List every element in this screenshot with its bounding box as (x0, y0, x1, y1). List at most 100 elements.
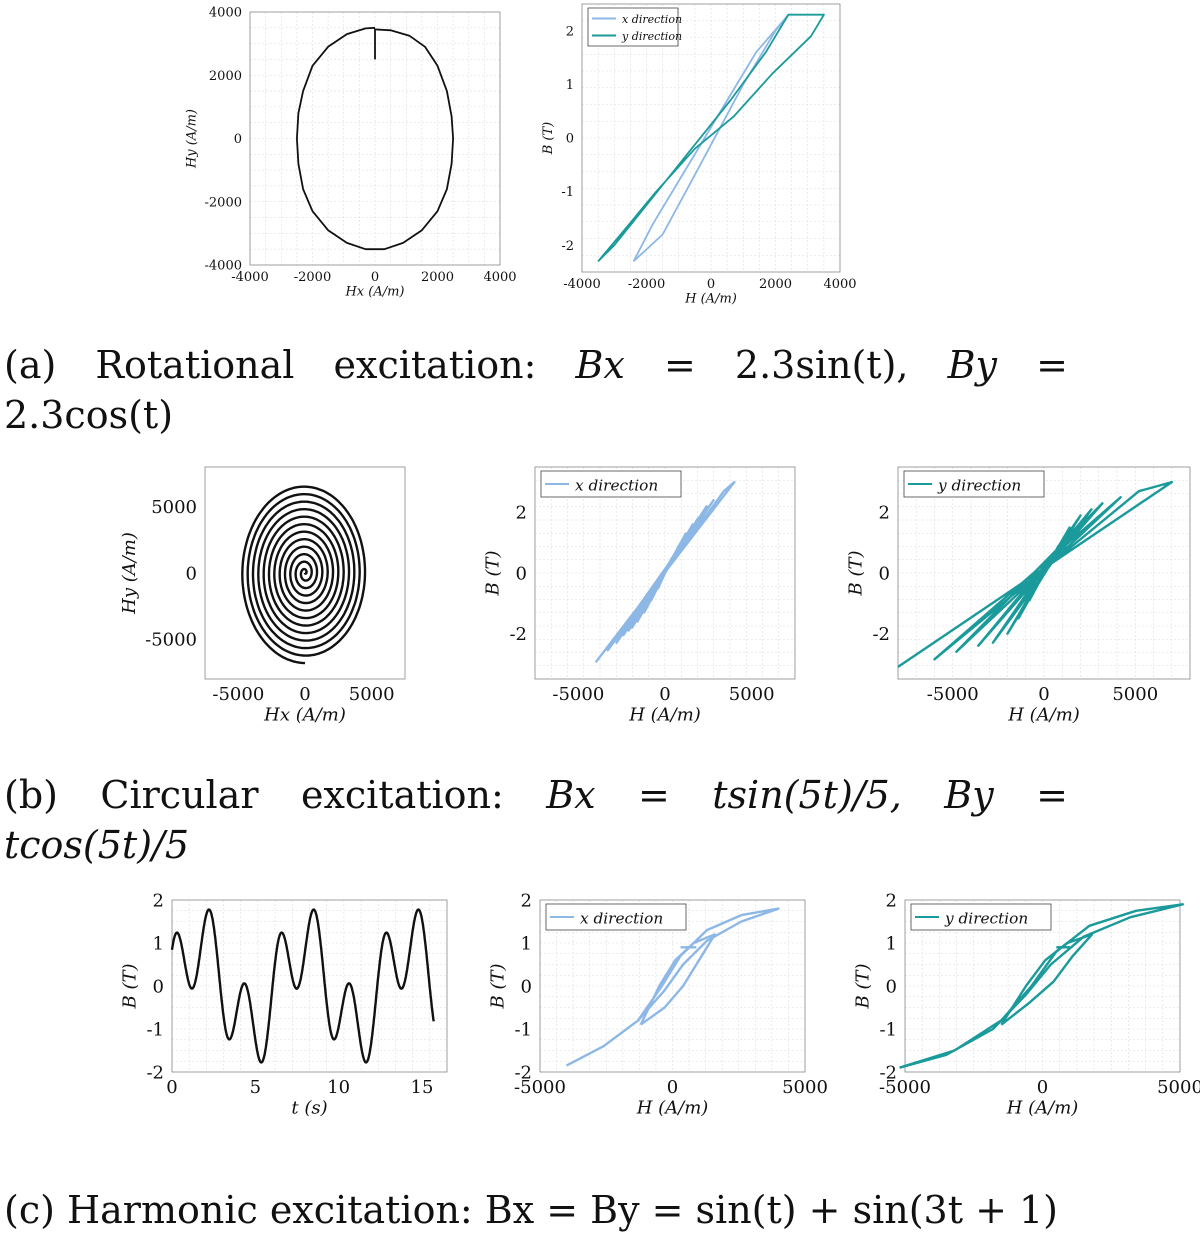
axes-frame (249, 11, 501, 266)
x-tick-label: -5000 (552, 684, 604, 705)
grid (898, 467, 1190, 679)
chart-b1: -5000 0 5000 -5000 0 5000 Hx (A/m) Hy (A/m) (100, 455, 420, 745)
y-tick-label: -4000 (205, 259, 242, 274)
x-tick-label: 2000 (421, 270, 454, 285)
y-tick-label: -2000 (205, 195, 242, 210)
chart-a1-svg: -4000 -2000 0 2000 4000 -4000 -2000 0 2000 4000 Hx… (185, 6, 517, 300)
grid (582, 4, 840, 272)
caption-a-part: Bx (575, 343, 625, 387)
y-tick-label: 2 (879, 503, 890, 524)
y-tick-label: -1 (146, 1019, 164, 1040)
chart-b3: -5000 0 5000 -2 0 2 H (A/m) B (T) y direction (840, 455, 1200, 745)
y-tick-label: 0 (566, 132, 574, 147)
caption-a-line2: 2.3cos(t) (4, 393, 174, 437)
x-tick-label: 0 (371, 270, 379, 285)
y-tick-label: 2000 (209, 69, 242, 84)
y-tick-label: 1 (153, 933, 164, 954)
caption-b-part: By (944, 773, 994, 817)
x-tick-label: 0 (1038, 684, 1049, 705)
chart-a1: -4000 -2000 0 2000 4000 -4000 -2000 0 2000 4000 Hx… (0, 0, 560, 330)
x-tick-label: 5000 (729, 684, 775, 705)
caption-b-part: tsin(5t)/5, (712, 773, 902, 817)
chart-a2: -4000 -2000 0 2000 4000 -2 -1 0 1 2 H (A/m) B (T) x … (530, 0, 870, 330)
legend-label: y direction (944, 909, 1028, 927)
y-tick-label: -2 (146, 1062, 164, 1083)
x-tick-label: 5000 (1157, 1077, 1200, 1098)
x-tick-label: -5000 (514, 1077, 566, 1098)
legend-label: x direction (575, 476, 658, 494)
y-tick-label: 0 (886, 976, 897, 997)
axes-frame (539, 899, 806, 1073)
chart-b2-svg: -5000 0 5000 -2 0 2 H (A/m) B (T) x direction (483, 466, 796, 726)
x-tick-label: -4000 (563, 277, 600, 292)
y-axis-label: B (T) (846, 551, 867, 597)
chart-c1-svg: 0 5 10 15 -2 -1 0 1 2 t (s) B (T) (120, 890, 448, 1119)
y-tick-label: 2 (521, 890, 532, 911)
caption-b-part: Circular (100, 773, 259, 817)
caption-a-part: 2.3sin(t), (734, 343, 909, 387)
chart-a2-svg: -4000 -2000 0 2000 4000 -2 -1 0 1 2 H (A/m) B (T) x … (541, 3, 857, 307)
y-tick-label: -2 (514, 1062, 532, 1083)
y-tick-label: -5000 (145, 630, 197, 651)
x-tick-label: -2000 (294, 270, 331, 285)
y-tick-label: 4000 (209, 6, 242, 21)
caption-b-line2: tcos(5t)/5 (4, 823, 190, 867)
chart-b3-svg: -5000 0 5000 -2 0 2 H (A/m) B (T) y direction (846, 466, 1191, 726)
x-axis-label: Hx (A/m) (344, 285, 404, 300)
x-tick-label: 5000 (782, 1077, 828, 1098)
x-axis-label: H (A/m) (684, 292, 737, 307)
legend: y direction (903, 470, 1045, 498)
y-tick-label: 5000 (151, 497, 197, 518)
x-tick-label: -5000 (212, 684, 264, 705)
chart-c2: -5000 0 5000 -2 -1 0 1 2 H (A/m) B (T) x direction (480, 890, 830, 1140)
x-tick-label: 10 (327, 1077, 350, 1098)
y-axis-label: Hy (A/m) (119, 532, 140, 615)
caption-a-part: Rotational (95, 343, 295, 387)
y-axis-label: B (T) (483, 551, 504, 597)
caption-a-part: By (947, 343, 997, 387)
y-tick-label: 2 (886, 890, 897, 911)
x-axis-label: t (s) (291, 1098, 327, 1119)
legend-label: x direction (622, 13, 682, 26)
y-tick-label: 2 (566, 24, 574, 39)
legend-label: y direction (937, 476, 1021, 494)
x-tick-label: 5000 (1112, 684, 1158, 705)
y-tick-label: -2 (509, 624, 527, 645)
y-tick-label: -2 (872, 624, 890, 645)
legend: x direction y direction (587, 7, 682, 47)
y-tick-label: -2 (879, 1062, 897, 1083)
y-axis-label: B (T) (488, 964, 509, 1010)
x-tick-label: 5 (250, 1077, 261, 1098)
x-tick-label: -2000 (628, 277, 665, 292)
x-tick-label: 0 (659, 684, 670, 705)
y-axis-label: B (T) (541, 122, 556, 156)
series-line (597, 13, 825, 262)
y-axis-label: B (T) (853, 964, 874, 1010)
y-tick-label: -1 (514, 1019, 532, 1040)
caption-c-text: (c) Harmonic excitation: Bx = By = sin(t… (4, 1188, 1058, 1232)
y-tick-label: 1 (566, 78, 574, 93)
x-tick-label: 15 (411, 1077, 434, 1098)
caption-b-line1: (b) Circular excitation: Bx = tsin(5t)/5… (4, 770, 1068, 820)
axes-frame (897, 466, 1191, 680)
caption-b-part: = (638, 773, 670, 817)
y-tick-label: -1 (561, 185, 574, 200)
caption-b-part: = (1036, 773, 1068, 817)
series-line (594, 480, 736, 664)
axes-frame (581, 3, 841, 273)
x-axis-label: Hx (A/m) (263, 705, 346, 726)
y-tick-label: 0 (521, 976, 532, 997)
legend-box (587, 7, 679, 47)
series-line (241, 485, 367, 665)
chart-c1: 0 5 10 15 -2 -1 0 1 2 t (s) B (T) (110, 890, 455, 1140)
x-axis-label: H (A/m) (1007, 705, 1080, 726)
y-tick-label: -1 (879, 1019, 897, 1040)
x-axis-label: H (A/m) (1006, 1098, 1079, 1119)
x-tick-label: 0 (667, 1077, 678, 1098)
chart-c3-svg: -5000 0 5000 -2 -1 0 1 2 H (A/m) B (T) y direction (853, 890, 1200, 1119)
chart-c2-svg: -5000 0 5000 -2 -1 0 1 2 H (A/m) B (T) x direction (488, 890, 828, 1118)
series-line (296, 26, 454, 251)
legend-label: y direction (621, 30, 682, 43)
caption-b-part: (b) (4, 773, 58, 817)
x-tick-label: -4000 (231, 270, 268, 285)
